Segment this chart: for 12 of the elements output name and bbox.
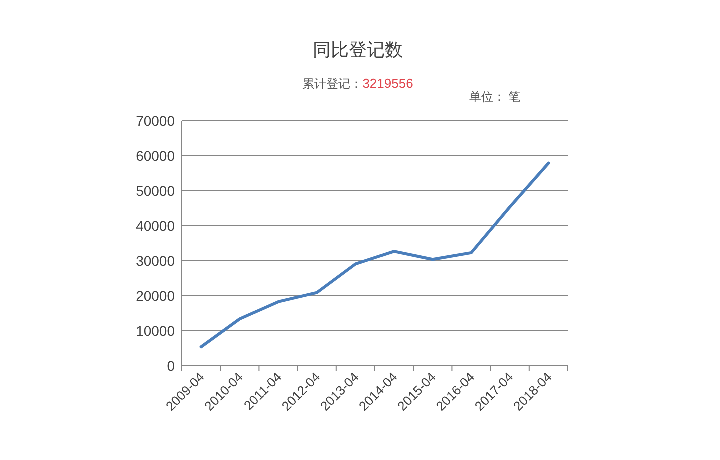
chart-subtitle: 累计登记：3219556 xyxy=(302,76,414,91)
y-tick-label: 10000 xyxy=(136,323,176,339)
text: 单位： 笔 xyxy=(469,90,521,104)
chart-title: 同比登记数 xyxy=(313,40,403,60)
y-tick-label: 60000 xyxy=(136,148,176,164)
line-series xyxy=(200,162,550,349)
y-tick-label: 0 xyxy=(167,358,176,374)
y-tick-label: 20000 xyxy=(136,288,176,304)
y-tick-label: 40000 xyxy=(136,218,176,234)
y-tick-label: 70000 xyxy=(136,113,176,129)
y-tick-label: 50000 xyxy=(136,183,176,199)
y-tick-label: 30000 xyxy=(136,253,176,269)
